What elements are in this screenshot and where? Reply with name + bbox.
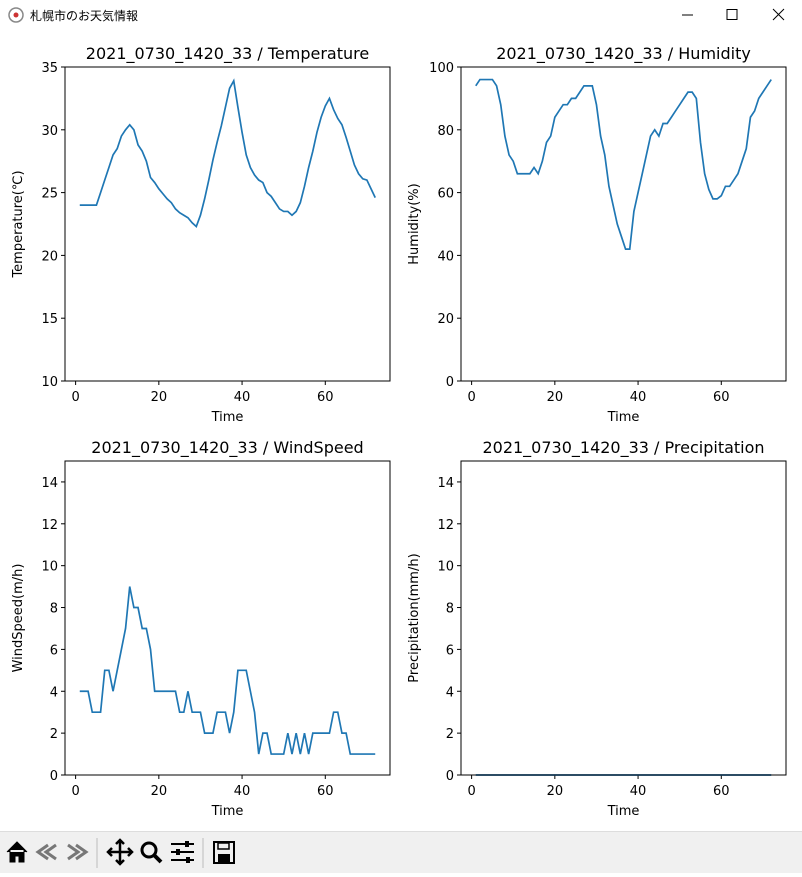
toolbar <box>0 831 802 873</box>
y-tick-label: 8 <box>50 602 58 617</box>
y-tick-label: 4 <box>50 685 58 700</box>
y-axis-label: Humidity(%) <box>407 183 422 264</box>
pan-button[interactable] <box>106 838 134 866</box>
close[interactable] <box>772 8 785 21</box>
y-tick-label: 40 <box>437 249 454 264</box>
y-tick-label: 30 <box>41 124 58 139</box>
y-tick-label: 100 <box>429 61 454 76</box>
window-title: 札幌市のお天気情報 <box>30 9 139 23</box>
chart-title: 2021_0730_1420_33 / Temperature <box>86 44 369 64</box>
y-tick-label: 14 <box>437 476 454 491</box>
x-tick-label: 60 <box>713 390 730 405</box>
x-tick-label: 20 <box>547 784 564 799</box>
x-tick-label: 60 <box>317 390 334 405</box>
x-tick-label: 0 <box>467 784 475 799</box>
x-tick-label: 0 <box>71 390 79 405</box>
save-button[interactable] <box>213 841 235 864</box>
y-tick-label: 35 <box>41 61 58 76</box>
axes-frame <box>64 66 391 382</box>
y-tick-label: 14 <box>41 476 58 491</box>
x-axis-label: Time <box>607 804 640 819</box>
data-line <box>79 586 376 755</box>
chart-title: 2021_0730_1420_33 / Humidity <box>496 44 751 64</box>
zoom-button[interactable] <box>140 841 163 864</box>
x-tick-label: 60 <box>713 784 730 799</box>
data-line <box>79 78 376 228</box>
y-tick-label: 10 <box>41 375 58 390</box>
y-tick-label: 6 <box>50 643 58 658</box>
data-line <box>475 78 772 250</box>
x-axis-label: Time <box>607 410 640 425</box>
x-tick-label: 40 <box>234 390 251 405</box>
y-tick-label: 0 <box>446 769 454 784</box>
x-tick-label: 40 <box>630 390 647 405</box>
forward-button[interactable] <box>67 843 89 861</box>
y-tick-label: 0 <box>50 769 58 784</box>
x-tick-label: 20 <box>151 390 168 405</box>
x-tick-label: 20 <box>151 784 168 799</box>
x-tick-label: 0 <box>467 390 475 405</box>
back-button[interactable] <box>35 843 57 861</box>
axes-frame <box>460 460 787 776</box>
window-controls[interactable] <box>662 0 802 30</box>
y-tick-label: 12 <box>41 518 58 533</box>
toolbar-icons <box>6 838 235 868</box>
y-tick-label: 10 <box>41 560 58 575</box>
axes-frame <box>64 460 391 776</box>
y-tick-label: 2 <box>50 727 58 742</box>
x-tick-label: 60 <box>317 784 334 799</box>
y-tick-label: 6 <box>446 643 454 658</box>
y-tick-label: 20 <box>437 312 454 327</box>
x-tick-label: 20 <box>547 390 564 405</box>
y-tick-label: 25 <box>41 187 58 202</box>
home-button[interactable] <box>6 841 28 863</box>
y-tick-label: 80 <box>437 124 454 139</box>
maximize[interactable] <box>726 9 738 20</box>
y-tick-label: 15 <box>41 312 58 327</box>
title-bar: 札幌市のお天気情報 <box>0 0 802 30</box>
y-axis-label: Temperature(℃) <box>11 170 26 278</box>
x-axis-label: Time <box>211 804 244 819</box>
x-tick-label: 0 <box>71 784 79 799</box>
configure-button[interactable] <box>171 841 194 863</box>
y-tick-label: 8 <box>446 602 454 617</box>
x-tick-label: 40 <box>234 784 251 799</box>
y-tick-label: 10 <box>437 560 454 575</box>
figure: 2021_0730_1420_33 / Temperature Time Tempe… <box>11 44 787 819</box>
chart-title: 2021_0730_1420_33 / WindSpeed <box>91 438 363 458</box>
axes-frame <box>460 66 787 382</box>
y-tick-label: 60 <box>437 187 454 202</box>
y-tick-label: 2 <box>446 727 454 742</box>
app-icon <box>8 7 24 23</box>
y-axis-label: Precipitation(mm/h) <box>407 553 422 682</box>
y-tick-label: 0 <box>446 375 454 390</box>
y-tick-label: 12 <box>437 518 454 533</box>
x-axis-label: Time <box>211 410 244 425</box>
y-axis-label: WindSpeed(m/h) <box>11 564 26 673</box>
x-tick-label: 40 <box>630 784 647 799</box>
y-tick-label: 20 <box>41 249 58 264</box>
chart-title: 2021_0730_1420_33 / Precipitation <box>482 438 764 458</box>
y-tick-label: 4 <box>446 685 454 700</box>
